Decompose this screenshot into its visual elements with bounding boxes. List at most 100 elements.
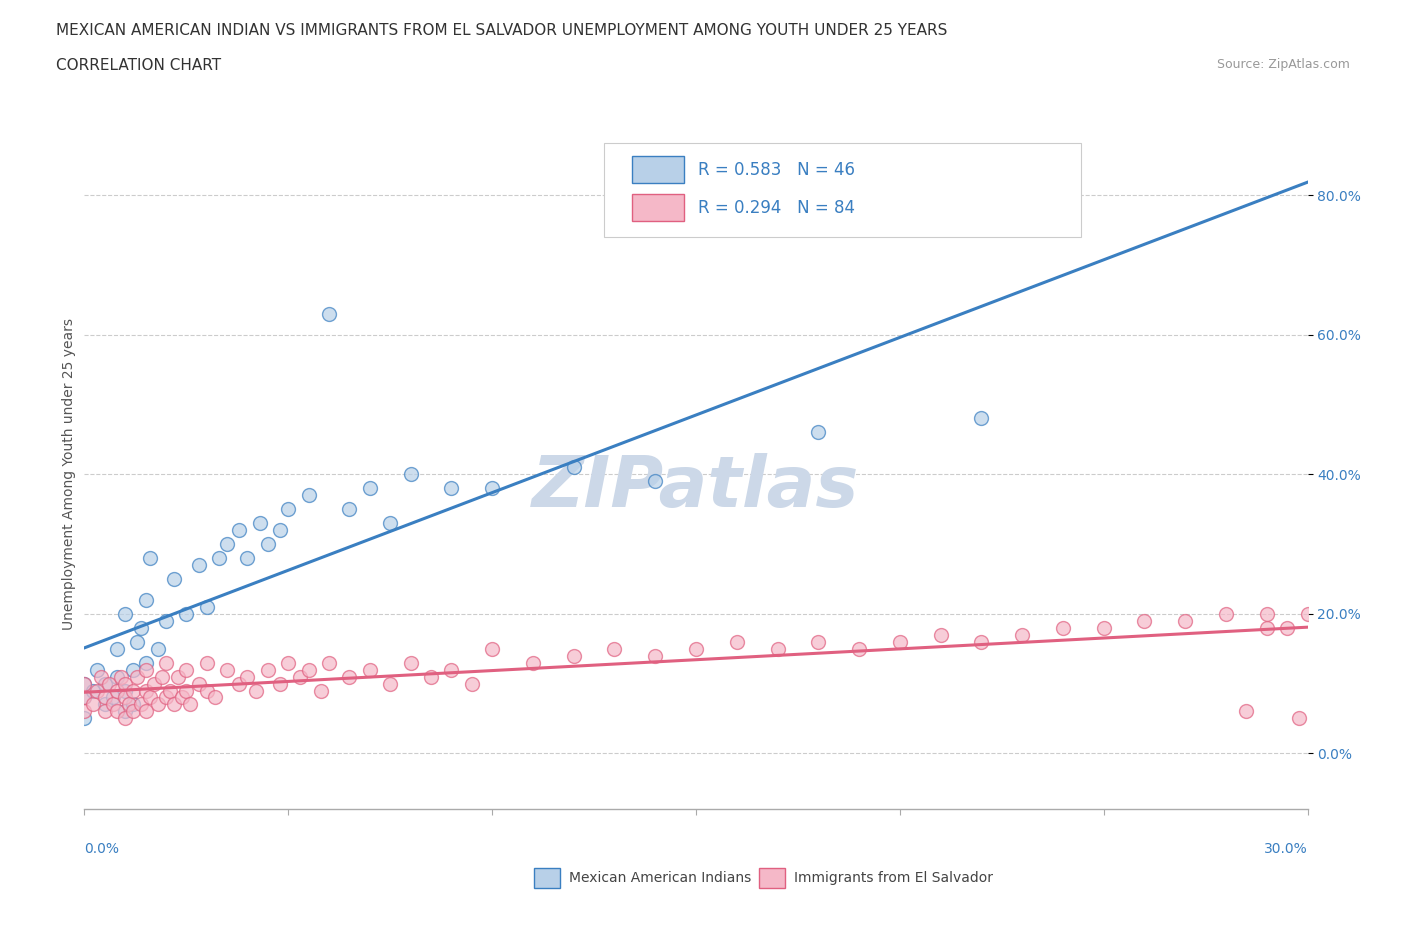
Point [73,711,96,725]
Point [195,683,218,698]
Text: Immigrants from El Salvador: Immigrants from El Salvador [794,870,994,885]
Point [461,676,484,691]
Point [1092,620,1115,635]
Point [142,676,165,691]
Point [970,411,993,426]
Point [236,551,259,565]
Text: CORRELATION CHART: CORRELATION CHART [56,58,221,73]
Point [174,662,197,677]
Point [318,655,340,670]
Point [195,655,218,670]
Text: 30.0%: 30.0% [1264,842,1308,856]
Point [118,698,141,712]
Text: 0.0%: 0.0% [84,842,120,856]
Point [440,481,463,496]
Point [1296,606,1319,621]
Point [228,523,250,538]
Point [73,690,96,705]
Point [127,634,149,649]
Point [82,683,104,698]
Point [73,676,96,691]
Point [101,690,124,705]
Point [90,670,112,684]
Point [155,655,177,670]
Point [228,676,250,691]
Point [208,551,231,565]
Point [359,481,381,496]
Point [135,655,157,670]
Point [359,662,381,677]
Point [82,698,104,712]
Point [380,515,402,530]
Point [236,670,259,684]
Point [138,690,160,705]
Point [179,698,201,712]
Point [135,662,157,677]
Point [603,642,626,657]
Point [97,676,120,691]
Point [644,648,666,663]
Point [970,634,993,649]
Point [172,690,194,705]
FancyBboxPatch shape [633,156,683,183]
Point [277,655,299,670]
Point [114,711,136,725]
Point [93,690,115,705]
Point [562,648,585,663]
Point [114,683,136,698]
Point [290,670,312,684]
Point [269,523,291,538]
Point [245,683,267,698]
Point [146,698,169,712]
Point [110,670,132,684]
Point [318,306,340,321]
Point [440,662,463,677]
Point [93,676,115,691]
Point [807,425,830,440]
Point [217,537,239,551]
Point [298,487,321,502]
Point [174,683,197,698]
Text: R = 0.583   N = 46: R = 0.583 N = 46 [699,161,855,179]
Point [105,683,128,698]
Point [122,704,145,719]
Point [298,662,321,677]
Point [73,690,96,705]
Text: MEXICAN AMERICAN INDIAN VS IMMIGRANTS FROM EL SALVADOR UNEMPLOYMENT AMONG YOUTH : MEXICAN AMERICAN INDIAN VS IMMIGRANTS FR… [56,23,948,38]
Point [105,642,128,657]
Point [257,537,280,551]
Point [204,690,226,705]
Point [73,676,96,691]
Point [105,704,128,719]
Point [167,670,190,684]
Point [1133,614,1156,629]
Point [269,676,291,691]
Point [138,551,160,565]
Point [399,467,422,482]
Point [1288,711,1310,725]
Point [1215,606,1237,621]
Point [522,655,544,670]
Point [105,670,128,684]
Point [150,670,173,684]
Point [309,683,332,698]
Point [766,642,789,657]
Point [217,662,239,677]
Point [187,676,209,691]
Point [114,690,136,705]
Point [481,481,503,496]
Point [848,642,870,657]
Point [114,704,136,719]
Point [135,704,157,719]
Point [155,614,177,629]
Point [929,627,952,642]
Point [685,642,707,657]
Point [1174,614,1197,629]
Point [122,683,145,698]
Point [257,662,280,677]
Point [339,502,360,517]
Point [399,655,422,670]
Point [195,600,218,615]
Point [86,683,108,698]
Point [122,698,145,712]
